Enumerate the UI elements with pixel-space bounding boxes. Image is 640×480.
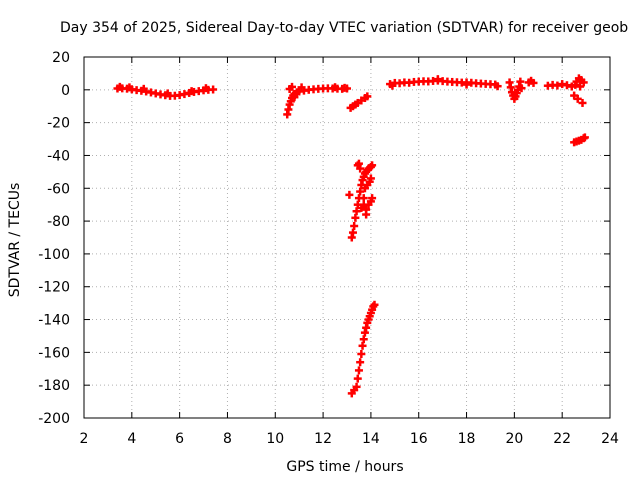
data-point [462,80,471,89]
y-tick-label: -120 [38,280,70,296]
data-point [187,87,196,96]
data-point [529,78,538,87]
grid-lines [84,57,610,418]
data-point [353,374,362,383]
x-tick-label: 2 [80,431,89,447]
data-point [350,222,359,231]
x-axis-label: GPS time / hours [286,459,403,475]
y-tick-label: -160 [38,345,70,361]
data-point [356,358,365,367]
y-tick-label: -80 [47,214,70,230]
y-tick-label: -200 [38,411,70,427]
data-point [209,85,218,94]
data-point [578,98,587,107]
data-point [562,81,571,90]
data-point [388,81,397,90]
data-point [352,382,361,391]
data-point [368,161,377,170]
data-point [579,78,588,87]
data-point [357,350,366,359]
data-point [356,164,365,173]
data-point [139,84,148,93]
x-tick-label: 20 [505,431,523,447]
y-tick-label: -180 [38,378,70,394]
data-point [366,174,375,183]
data-point [125,83,134,92]
y-tick-label: 20 [52,50,70,66]
x-tick-label: 10 [266,431,284,447]
data-point [362,210,371,219]
axis-ticks: 2 4 6 8 10 12 14 16 18 20 22 24200-20-40-60-80-100-… [38,50,619,447]
x-tick-label: 24 [601,431,619,447]
x-tick-label: 18 [458,431,476,447]
plot-border [83,56,611,419]
data-point [288,82,297,91]
x-tick-label: 16 [410,431,428,447]
data-point [163,89,172,98]
data-point [370,300,379,309]
y-tick-label: 0 [61,83,70,99]
data-point [345,190,354,199]
x-tick-label: 8 [223,431,232,447]
y-tick-label: -20 [47,116,70,132]
data-point [201,84,210,93]
data-point [359,194,368,203]
data-point [580,133,589,142]
data-point [433,75,442,84]
data-point [493,82,502,91]
data-point [553,81,562,90]
data-points [113,74,589,398]
x-tick-label: 4 [127,431,136,447]
chart-title: Day 354 of 2025, Sidereal Day-to-day VTE… [60,20,628,36]
x-tick-label: 22 [553,431,571,447]
data-point [115,82,124,91]
y-axis-label: SDTVAR / TECUs [7,183,23,298]
data-point [354,366,363,375]
x-tick-label: 14 [362,431,380,447]
data-point [573,94,582,103]
x-tick-label: 12 [314,431,332,447]
data-point [331,83,340,92]
y-tick-label: -40 [47,148,70,164]
y-tick-label: -100 [38,247,70,263]
y-tick-label: -60 [47,181,70,197]
data-point [368,194,377,203]
data-point [517,84,526,93]
data-point [290,93,299,102]
y-tick-label: -140 [38,313,70,329]
data-point [340,83,349,92]
data-point [363,92,372,101]
x-tick-label: 6 [175,431,184,447]
data-point [297,83,306,92]
